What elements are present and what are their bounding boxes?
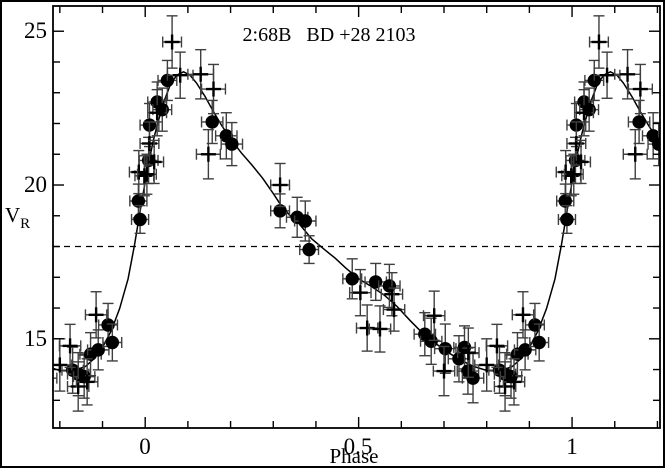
data-point-plus: [193, 66, 209, 82]
plot-frame: [52, 5, 661, 429]
axis-ticks: [53, 6, 660, 428]
data-point-circle: [452, 352, 466, 366]
data-point-plus: [591, 34, 607, 50]
data-point-circle: [438, 341, 452, 356]
data-point-circle: [205, 115, 219, 129]
data-point-plus: [384, 286, 400, 302]
data-point-circle: [131, 194, 146, 208]
data-point-plus: [146, 154, 162, 170]
data-point-circle: [532, 335, 546, 350]
data-point-circle: [560, 212, 574, 227]
x-tick-label-0: 0: [139, 434, 151, 459]
data-point-plus: [172, 67, 188, 83]
data-point-plus: [599, 67, 615, 83]
data-point-plus: [272, 177, 288, 193]
data-point-circle: [34, 364, 47, 377]
y-tick-label-15: 15: [24, 326, 47, 351]
y-axis-label: VR: [5, 203, 30, 232]
data-layer: [34, 15, 660, 412]
model-curve: [53, 70, 660, 372]
data-point-circle: [302, 242, 316, 257]
data-point-circle: [558, 194, 572, 208]
data-point-circle: [424, 334, 438, 348]
data-point-plus: [558, 164, 574, 180]
data-point-plus: [386, 302, 402, 318]
data-point-circle: [105, 335, 120, 350]
data-point-plus: [88, 307, 104, 323]
data-point-plus: [632, 81, 648, 97]
data-point-plus: [566, 166, 582, 182]
data-point-circle: [518, 343, 532, 357]
data-point-plus: [426, 308, 442, 324]
data-point-plus: [200, 146, 216, 162]
data-point-circle: [298, 214, 312, 228]
data-point-plus: [576, 105, 592, 121]
data-point-plus: [372, 321, 388, 337]
data-point-circle: [133, 212, 147, 227]
data-point-plus: [79, 374, 95, 390]
x-tick-label-0.5: 0.5: [344, 434, 373, 459]
data-point-plus: [460, 345, 476, 361]
data-point-plus: [620, 66, 636, 82]
data-point-circle: [39, 371, 52, 384]
data-point-plus: [206, 81, 222, 97]
data-point-plus: [479, 357, 495, 373]
data-point-circle: [632, 115, 646, 129]
data-point-circle: [101, 318, 115, 332]
data-point-plus: [506, 374, 522, 390]
data-point-circle: [528, 318, 542, 332]
data-point-plus: [627, 146, 643, 162]
data-point-plus: [131, 164, 147, 180]
filled-circle-observations: [34, 59, 660, 404]
plot-layer: [34, 5, 661, 429]
data-point-plus: [164, 34, 180, 50]
data-point-plus: [515, 307, 531, 323]
x-tick-label-1: 1: [566, 434, 578, 459]
data-point-plus: [436, 363, 452, 379]
y-tick-label-25: 25: [24, 18, 47, 43]
data-point-circle: [225, 137, 239, 151]
plus-marker-observations: [53, 15, 654, 412]
data-point-plus: [149, 105, 165, 121]
data-point-plus: [359, 320, 375, 336]
data-point-circle: [91, 343, 105, 357]
data-point-plus: [352, 285, 368, 301]
y-tick-label-20: 20: [24, 172, 47, 197]
data-point-plus: [139, 166, 155, 182]
chart-title: 2:68B BD +28 2103: [243, 24, 416, 46]
x-axis-label: Phase: [330, 444, 379, 468]
data-point-circle: [652, 137, 660, 151]
data-point-plus: [573, 154, 589, 170]
data-point-plus: [489, 338, 505, 354]
data-point-plus: [62, 338, 78, 354]
data-point-circle: [345, 272, 359, 286]
data-point-circle: [273, 204, 287, 218]
data-point-circle: [466, 371, 480, 385]
